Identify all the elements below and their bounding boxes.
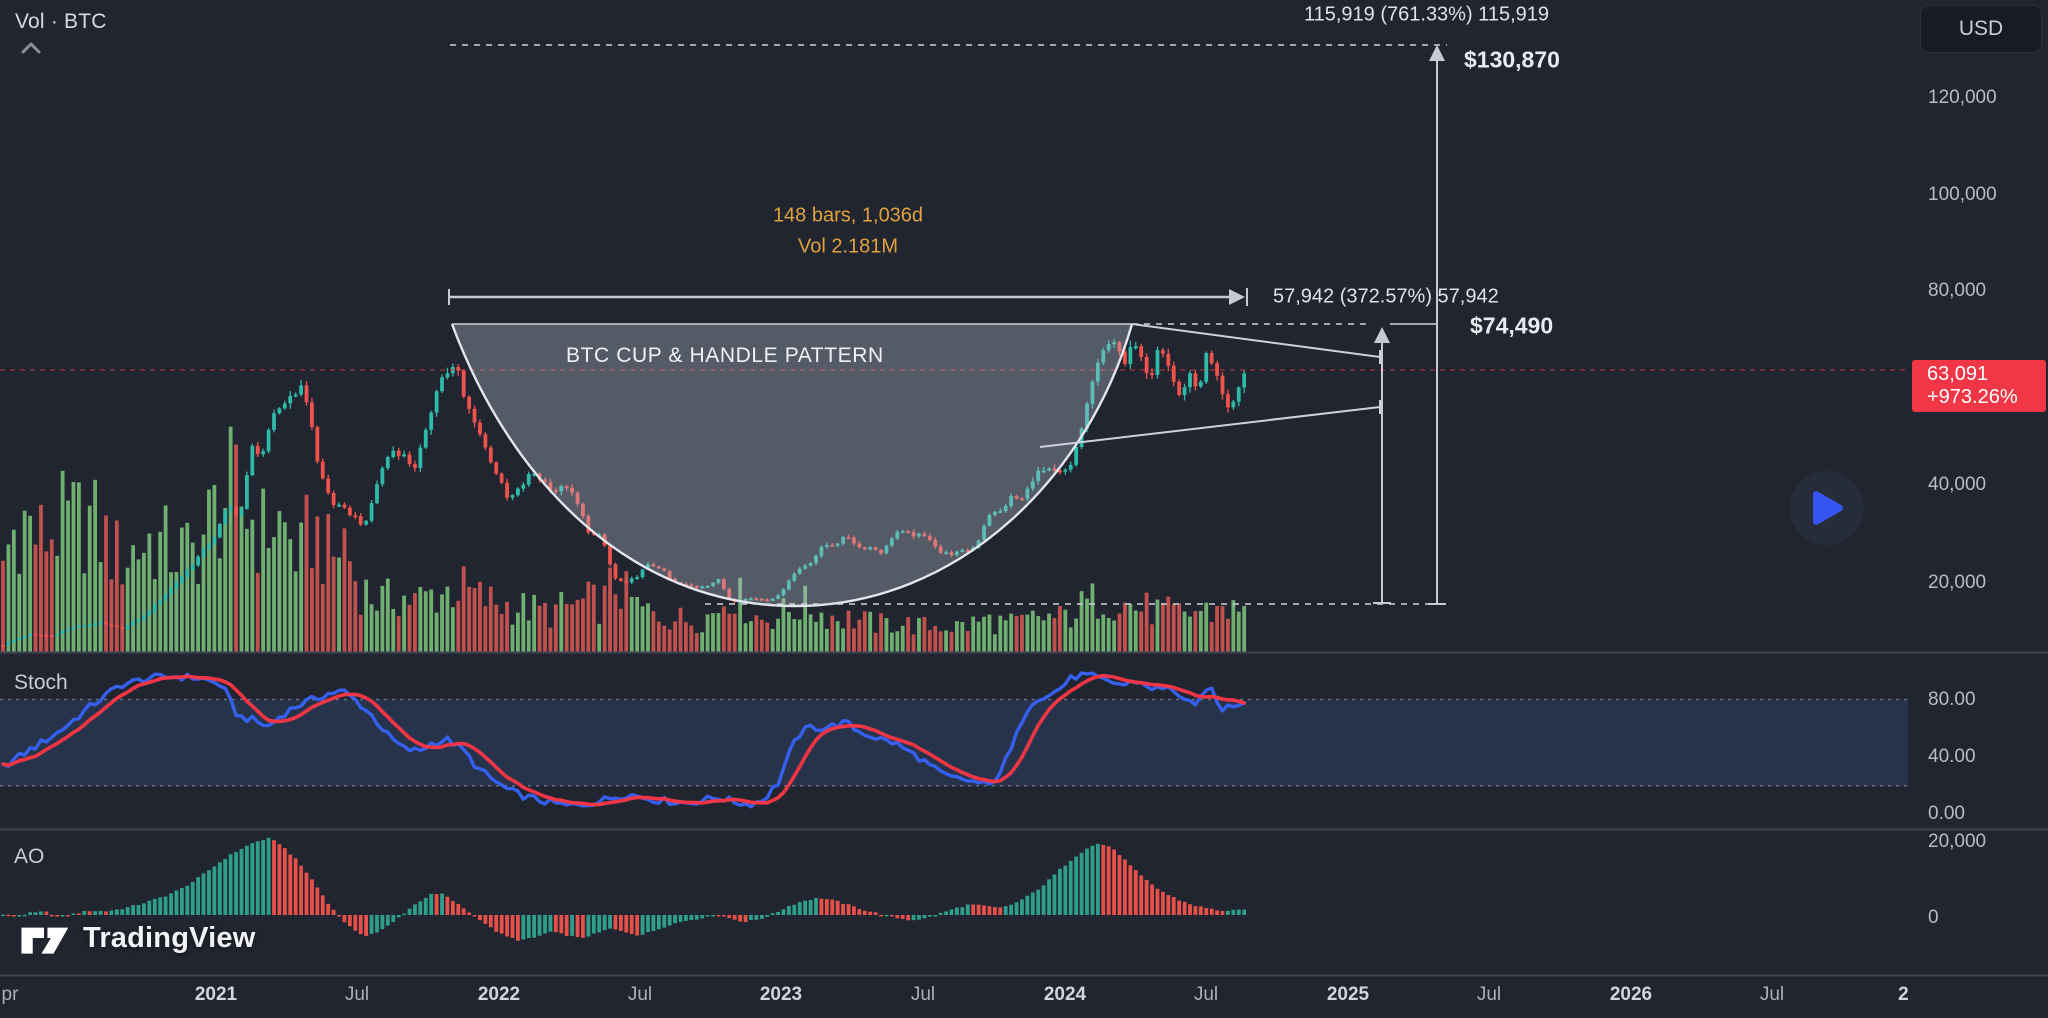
time-axis-label: 2024 — [1043, 984, 1087, 1005]
time-axis-label: 2023 — [759, 984, 803, 1005]
candles-layer — [1, 338, 1247, 648]
last-price-change: +973.26% — [1927, 386, 2018, 408]
stoch-pane-label: Stoch — [14, 671, 68, 694]
time-axis-label: Jul — [910, 984, 936, 1005]
time-axis[interactable]: pr 2021 Jul 2022 Jul 2023 Jul 2024 Jul 2025 Jul 202… — [0, 976, 1908, 1018]
stoch-axis-label: 0.00 — [1928, 803, 1965, 824]
measurement-lines — [448, 44, 1447, 605]
time-axis-label: 2026 — [1609, 984, 1653, 1005]
time-axis-label: 2022 — [477, 984, 521, 1005]
ao-axis-label: 0 — [1928, 907, 1939, 928]
indicator-symbol-label: Vol · BTC — [15, 10, 107, 33]
currency-toggle-label: USD — [1958, 17, 2004, 40]
time-axis-label: Jul — [1759, 984, 1785, 1005]
time-axis-label: pr — [1, 984, 19, 1005]
time-axis-label: Jul — [627, 984, 653, 1005]
mid-target-price: $74,490 — [1470, 312, 1554, 339]
ao-histogram-layer — [1, 837, 1247, 941]
replay-play-button[interactable] — [1790, 471, 1864, 545]
last-price-badge: 63,091 +973.26% — [1912, 360, 2046, 412]
price-axis-label: 120,000 — [1928, 87, 1997, 108]
ao-pane-label: AO — [14, 845, 45, 868]
time-axis-label: Jul — [1476, 984, 1502, 1005]
time-axis-label: 2021 — [194, 984, 238, 1005]
stoch-band — [0, 698, 1908, 787]
time-axis-label: 202 — [1898, 984, 1908, 1005]
top-target-price: $130,870 — [1464, 46, 1560, 73]
price-axis-label: 20,000 — [1928, 572, 1987, 593]
tradingview-logo-icon — [21, 927, 69, 954]
mid-range-annotation: 57,942 (372.57%) 57,942 — [1273, 285, 1499, 308]
last-price-value: 63,091 — [1927, 363, 1989, 385]
top-range-annotation: 115,919 (761.33%) 115,919 — [1303, 3, 1549, 26]
time-axis-label: Jul — [1193, 984, 1219, 1005]
price-axis-label: 40,000 — [1928, 474, 1987, 495]
price-axis-label: 100,000 — [1928, 184, 1997, 205]
time-axis-label: 2025 — [1326, 984, 1370, 1005]
ao-axis-label: 20,000 — [1928, 831, 1987, 852]
price-axis-label: 80,000 — [1928, 280, 1987, 301]
currency-toggle-button[interactable]: USD — [1920, 5, 2042, 53]
stoch-axis-label: 40.00 — [1928, 746, 1976, 767]
stoch-lines-layer — [1, 671, 1246, 809]
tradingview-logo-text: TradingView — [83, 921, 256, 954]
volume-bars-layer — [1, 426, 1247, 652]
time-axis-label: Jul — [344, 984, 370, 1005]
play-icon — [1813, 491, 1843, 525]
pattern-title-label: BTC CUP & HANDLE PATTERN — [566, 344, 884, 367]
bars-volume-annotation: Vol 2.181M — [797, 235, 899, 258]
stoch-axis-label: 80.00 — [1928, 689, 1976, 710]
bars-count-annotation: 148 bars, 1,036d — [772, 204, 924, 227]
chevron-up-icon[interactable] — [20, 40, 42, 56]
tradingview-logo: TradingView — [18, 918, 256, 958]
cup-and-handle-drawing[interactable] — [450, 323, 1381, 608]
